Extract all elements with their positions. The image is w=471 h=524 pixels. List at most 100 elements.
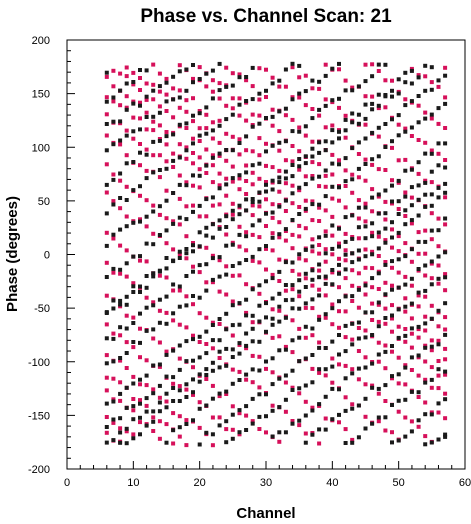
phase-point-red	[184, 256, 189, 261]
phase-point-red	[429, 348, 434, 353]
phase-point-red	[277, 148, 282, 153]
phase-point-black	[343, 323, 348, 328]
phase-point-black	[250, 197, 255, 201]
phase-point-black	[217, 186, 222, 191]
phase-point-black	[191, 63, 195, 67]
phase-point-red	[118, 333, 123, 338]
phase-point-black	[323, 139, 328, 144]
phase-point-black	[423, 345, 428, 350]
phase-point-black	[283, 430, 288, 435]
phase-point-red	[257, 354, 262, 359]
phase-point-red	[443, 95, 448, 100]
phase-point-black	[237, 322, 242, 327]
phase-point-black	[250, 367, 255, 372]
phase-point-black	[337, 129, 341, 134]
phase-point-black	[429, 65, 434, 70]
phase-point-black	[343, 128, 348, 133]
phase-point-black	[317, 402, 322, 407]
phase-point-red	[303, 198, 308, 203]
phase-point-red	[250, 353, 255, 358]
phase-point-black	[224, 148, 229, 152]
phase-point-black	[151, 209, 156, 214]
phase-point-black	[250, 163, 255, 168]
phase-point-black	[423, 63, 428, 68]
phase-point-black	[177, 343, 182, 348]
phase-point-red	[177, 88, 182, 93]
phase-point-red	[283, 380, 288, 385]
phase-point-red	[111, 397, 116, 402]
phase-point-black	[257, 392, 262, 397]
phase-point-black	[224, 311, 229, 316]
phase-point-black	[118, 440, 123, 445]
phase-point-black	[257, 368, 262, 373]
phase-point-red	[250, 112, 255, 117]
phase-point-black	[363, 136, 368, 141]
phase-point-red	[277, 334, 282, 339]
phase-point-black	[171, 428, 176, 433]
phase-point-red	[317, 162, 322, 167]
phase-point-red	[423, 294, 428, 299]
phase-point-black	[323, 194, 328, 199]
phase-point-black	[363, 79, 368, 84]
phase-point-black	[144, 409, 149, 414]
phase-point-red	[118, 178, 123, 183]
phase-point-red	[171, 247, 176, 252]
phase-point-black	[390, 117, 394, 122]
phase-point-black	[144, 176, 149, 181]
phase-point-black	[337, 412, 341, 417]
phase-point-black	[210, 277, 215, 282]
phase-point-black	[184, 121, 189, 126]
phase-point-black	[184, 251, 189, 256]
phase-point-black	[191, 294, 195, 298]
phase-point-black	[290, 338, 295, 343]
phase-point-red	[297, 326, 302, 331]
phase-point-black	[138, 254, 142, 259]
phase-point-black	[237, 75, 242, 80]
phase-point-black	[151, 242, 156, 247]
phase-point-red	[230, 71, 235, 76]
phase-point-black	[423, 180, 428, 185]
phase-point-red	[118, 142, 123, 147]
phase-point-black	[184, 382, 189, 387]
phase-point-red	[416, 251, 421, 256]
phase-point-black	[396, 230, 401, 235]
phase-point-red	[264, 366, 268, 371]
phase-point-red	[210, 415, 215, 420]
phase-point-red	[350, 190, 355, 195]
phase-point-black	[297, 129, 302, 134]
phase-point-black	[270, 382, 275, 387]
phase-point-red	[157, 419, 162, 424]
phase-point-red	[257, 153, 262, 158]
phase-point-red	[164, 275, 169, 280]
phase-point-black	[343, 156, 348, 161]
phase-point-red	[250, 182, 255, 187]
phase-point-black	[131, 188, 136, 193]
phase-point-black	[144, 305, 149, 310]
phase-point-black	[244, 343, 249, 348]
phase-point-black	[443, 165, 448, 170]
phase-point-black	[323, 251, 328, 256]
phase-point-black	[390, 344, 394, 348]
phase-point-red	[138, 355, 142, 360]
phase-point-black	[217, 349, 222, 354]
phase-point-red	[177, 142, 182, 147]
phase-point-black	[277, 348, 282, 353]
phase-point-red	[383, 168, 388, 172]
phase-point-red	[303, 258, 308, 263]
phase-point-black	[409, 218, 414, 223]
phase-point-black	[290, 191, 295, 196]
phase-point-black	[330, 339, 335, 344]
phase-point-red	[124, 74, 129, 79]
phase-point-black	[350, 251, 355, 256]
phase-point-black	[210, 360, 215, 365]
phase-point-red	[343, 231, 348, 236]
phase-point-black	[290, 283, 295, 288]
phase-point-red	[217, 81, 222, 86]
phase-point-black	[118, 227, 123, 232]
phase-point-black	[244, 297, 249, 302]
phase-point-black	[396, 438, 401, 443]
phase-point-black	[118, 430, 123, 435]
phase-point-red	[403, 327, 408, 331]
phase-point-red	[144, 295, 149, 300]
phase-point-red	[383, 78, 388, 83]
